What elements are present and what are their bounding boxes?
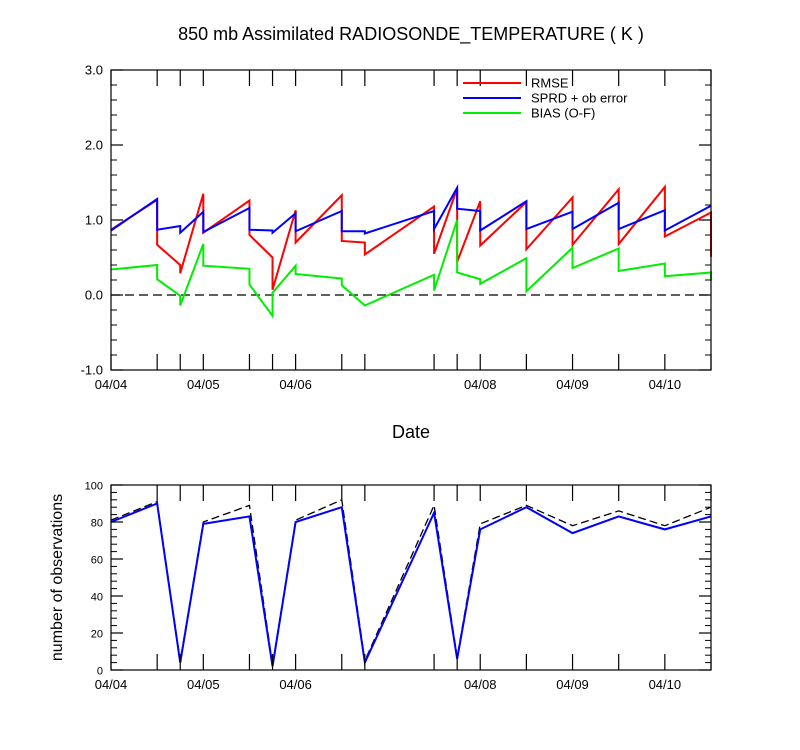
x-axis-label: Date: [392, 422, 430, 442]
y-tick-label: 0.0: [85, 288, 103, 303]
y-tick-label: 0: [97, 666, 103, 678]
y-tick-label: 100: [85, 481, 103, 493]
series-line-assimilated: [110, 502, 712, 667]
y-axis-label: number of observations: [49, 494, 66, 661]
x-tick-label: 04/06: [279, 377, 312, 392]
series-line-sprd-ob-error: [110, 183, 712, 236]
x-tick-label: 04/05: [187, 377, 220, 392]
x-tick-label: 04/09: [556, 377, 589, 392]
y-tick-label: 60: [91, 555, 103, 567]
x-tick-label: 04/04: [95, 677, 128, 692]
legend-label: RMSE: [531, 76, 569, 91]
y-tick-label: 3.0: [85, 63, 103, 78]
top-chart-panel: 850 mb Assimilated RADIOSONDE_TEMPERATUR…: [81, 24, 712, 442]
chart-title: 850 mb Assimilated RADIOSONDE_TEMPERATUR…: [178, 24, 644, 45]
y-tick-label: 40: [91, 592, 103, 604]
series-line-possible: [110, 498, 712, 665]
series-line-bias-o-f: [110, 219, 712, 320]
plot-frame: [110, 69, 712, 371]
y-tick-label: -1.0: [81, 363, 103, 378]
legend-label: SPRD + ob error: [531, 91, 628, 106]
x-tick-label: 04/08: [464, 377, 497, 392]
x-tick-label: 04/10: [649, 377, 682, 392]
bottom-chart-panel: 04/04 04/05 04/06 04/08 04/09 04/10 0 20 40 60 80 1…: [49, 481, 712, 692]
x-tick-label: 04/10: [649, 677, 682, 692]
x-tick-label: 04/09: [556, 677, 589, 692]
legend-label: BIAS (O-F): [531, 106, 595, 121]
plot-frame: [110, 484, 712, 671]
x-tick-label: 04/06: [279, 677, 312, 692]
y-tick-label: 80: [91, 518, 103, 530]
y-tick-label: 20: [91, 629, 103, 641]
x-tick-label: 04/08: [464, 677, 497, 692]
x-tick-label: 04/05: [187, 677, 220, 692]
y-tick-label: 2.0: [85, 138, 103, 153]
series-line-rmse: [110, 184, 712, 291]
y-tick-label: 1.0: [85, 213, 103, 228]
x-tick-label: 04/04: [95, 377, 128, 392]
